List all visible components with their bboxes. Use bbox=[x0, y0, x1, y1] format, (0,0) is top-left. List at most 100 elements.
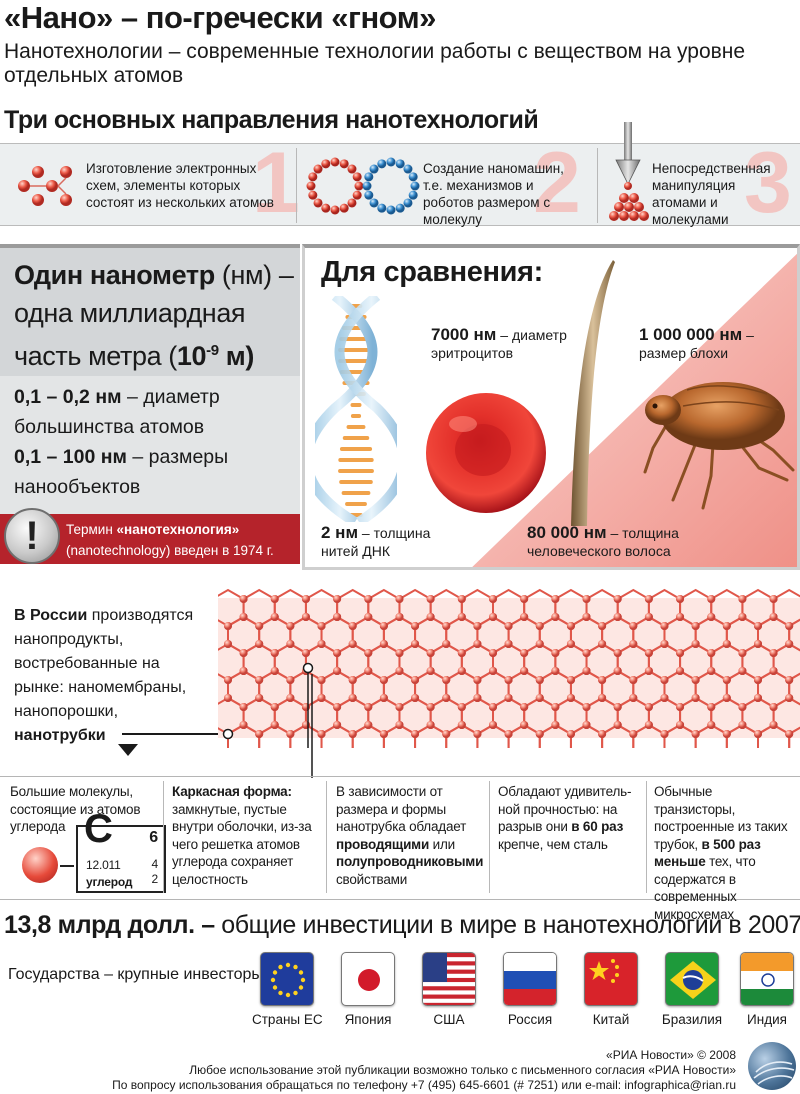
red-blood-cell-icon bbox=[426, 393, 546, 513]
country-japan: Япония bbox=[333, 952, 403, 1027]
facts-row: Большие молекулы, состоящие из атомов уг… bbox=[0, 776, 800, 922]
flea-text: – размер блохи bbox=[639, 327, 754, 361]
fact-text: В зависимости от размера и формы нанотру… bbox=[336, 784, 467, 834]
term-rest: (nanotechnology) введен в 1974 г. bbox=[66, 543, 274, 558]
fact-transistors: Обычные транзисторы, построенные из таки… bbox=[654, 777, 796, 922]
direction-text: Непосредственная манипуляция атомами и м… bbox=[652, 161, 771, 227]
nanometer-definition-box bbox=[0, 248, 300, 376]
page-subtitle: Нанотехнологии – современные технологии … bbox=[4, 40, 746, 87]
callout-line bbox=[311, 674, 313, 778]
rbc-value: 7000 нм bbox=[431, 325, 497, 344]
russia-text: производятся нанопродукты, востребованны… bbox=[14, 607, 194, 720]
nanometer-power: 10 bbox=[176, 341, 207, 371]
country-brazil: Бразилия bbox=[657, 952, 727, 1027]
dna-text: – толщина нитей ДНК bbox=[321, 525, 431, 559]
dna-icon bbox=[315, 296, 397, 522]
fact-bold: в 500 раз меньше bbox=[654, 836, 761, 870]
shell-2: 2 bbox=[151, 872, 159, 886]
element-symbol: C bbox=[84, 807, 113, 851]
fact-text: свойствами bbox=[336, 871, 408, 887]
investment-value: 13,8 млрд долл. – bbox=[4, 911, 215, 939]
india-flag-icon bbox=[740, 952, 794, 1006]
atom-cluster-icon bbox=[18, 166, 72, 206]
element-name: углерод bbox=[86, 875, 133, 889]
flea-label: 1 000 000 нм – размер блохи bbox=[639, 326, 789, 362]
element-number: 6 bbox=[149, 829, 158, 846]
warning-icon: ! bbox=[4, 508, 60, 564]
nanometer-fact: 0,1 – 100 нм – размеры нанообъектов bbox=[14, 442, 294, 502]
nanometer-exponent: -9 bbox=[206, 342, 219, 359]
fact-text: – диаметр большинства атомов bbox=[14, 386, 220, 438]
comparison-panel: Для сравнения: 7000 нм – диаметр эритроц… bbox=[302, 244, 800, 570]
country-name: Япония bbox=[344, 1012, 392, 1027]
nanometer-m: м) bbox=[218, 341, 255, 371]
shell-1: 4 bbox=[151, 857, 159, 871]
country-china: Китай bbox=[576, 952, 646, 1027]
hair-label: 80 000 нм – толщина человеческого волоса bbox=[527, 524, 697, 560]
nanometer-fact: 0,1 – 0,2 нм – диаметр большинства атомо… bbox=[14, 382, 294, 442]
nanometer-panel: Один нанометр (нм) – одна миллиардная час… bbox=[0, 244, 300, 564]
country-russia: Россия bbox=[495, 952, 565, 1027]
country-india: Индия bbox=[736, 952, 798, 1027]
country-eu: Страны ЕС bbox=[252, 952, 323, 1027]
nanometer-unit: (нм) – bbox=[214, 260, 294, 290]
usa-flag-icon bbox=[422, 952, 476, 1006]
nanometer-rest: одна миллиардная часть метра ( bbox=[14, 298, 246, 371]
fact-text: – размеры нанообъектов bbox=[14, 446, 229, 498]
pointer-arrow bbox=[118, 733, 222, 756]
direction-text: Изготовление электронных схем, элементы … bbox=[86, 161, 274, 210]
investment-text: общие инвестиции в мире в нанотехнологии… bbox=[214, 911, 800, 939]
brazil-flag-icon bbox=[665, 952, 719, 1006]
element-mass: 12.011 bbox=[86, 858, 121, 872]
fact-text: Большие молекулы, состоящие из атомов уг… bbox=[10, 784, 141, 834]
hair-icon bbox=[571, 260, 615, 526]
rbc-label: 7000 нм – диаметр эритроцитов bbox=[431, 326, 581, 362]
japan-flag-icon bbox=[341, 952, 395, 1006]
carbon-atom-icon bbox=[22, 847, 58, 883]
fact-text: или bbox=[429, 836, 456, 852]
russia-flag-icon bbox=[503, 952, 557, 1006]
direction-number: 1 bbox=[252, 135, 300, 231]
ring-icon bbox=[306, 157, 420, 215]
fact-molecules: Большие молекулы, состоящие из атомов уг… bbox=[10, 777, 166, 899]
divider bbox=[646, 781, 647, 893]
investment-total: 13,8 млрд долл. – общие инвестиции в мир… bbox=[4, 908, 800, 942]
dna-value: 2 нм bbox=[321, 523, 359, 542]
directions-strip: 1 Изготовление электронных схем, элемент… bbox=[0, 122, 800, 228]
china-flag-icon bbox=[584, 952, 638, 1006]
rbc-text: – диаметр эритроцитов bbox=[431, 327, 567, 361]
footer: «РИА Новости» © 2008 Любое использование… bbox=[56, 1048, 736, 1093]
divider bbox=[163, 781, 164, 893]
russia-bold: В России bbox=[14, 607, 88, 624]
divider bbox=[597, 148, 598, 223]
term-bold: «нанотехнология» bbox=[116, 522, 240, 537]
fact-text: замкнутые, пустые внутри оболочки, из-за… bbox=[172, 801, 312, 887]
hair-text: – толщина человеческого волоса bbox=[527, 525, 679, 559]
fact-text: тех, что содержатся в современных микрос… bbox=[654, 854, 756, 922]
country-name: Страны ЕС bbox=[252, 1012, 323, 1027]
comparison-title: Для сравнения: bbox=[321, 256, 543, 288]
connector bbox=[60, 865, 74, 867]
direction-number: 2 bbox=[533, 135, 581, 231]
nanometer-facts: 0,1 – 0,2 нм – диаметр большинства атомо… bbox=[14, 382, 294, 502]
fact-value: 0,1 – 0,2 нм bbox=[14, 386, 122, 408]
nanotubes-label: нанотрубки bbox=[14, 727, 106, 744]
fact-bold: в 60 раз bbox=[571, 819, 624, 834]
country-name: США bbox=[433, 1012, 465, 1027]
nanometer-definition: Один нанометр (нм) – одна миллиардная час… bbox=[14, 256, 294, 375]
fact-bold: Каркасная форма: bbox=[172, 784, 292, 799]
russia-products: В России производятся нанопродукты, вост… bbox=[14, 604, 204, 748]
country-usa: США bbox=[414, 952, 484, 1027]
direction-text: Создание наномашин, т.е. механизмов и ро… bbox=[423, 161, 564, 227]
directions-heading: Три основных направления нанотехнологий bbox=[4, 106, 539, 134]
probe-icon bbox=[609, 122, 649, 221]
term-note: ! Термин «нанотехнология» (nanotechnolog… bbox=[0, 508, 300, 564]
nanometer-bold: Один нанометр bbox=[14, 260, 215, 290]
divider bbox=[326, 781, 327, 893]
fact-frame-form: Каркасная форма: замкнутые, пустые внутр… bbox=[172, 777, 322, 899]
direction-number: 3 bbox=[744, 135, 792, 231]
flea-value: 1 000 000 нм bbox=[639, 325, 743, 344]
nanotube-icon bbox=[218, 588, 800, 748]
country-name: Россия bbox=[507, 1012, 553, 1027]
